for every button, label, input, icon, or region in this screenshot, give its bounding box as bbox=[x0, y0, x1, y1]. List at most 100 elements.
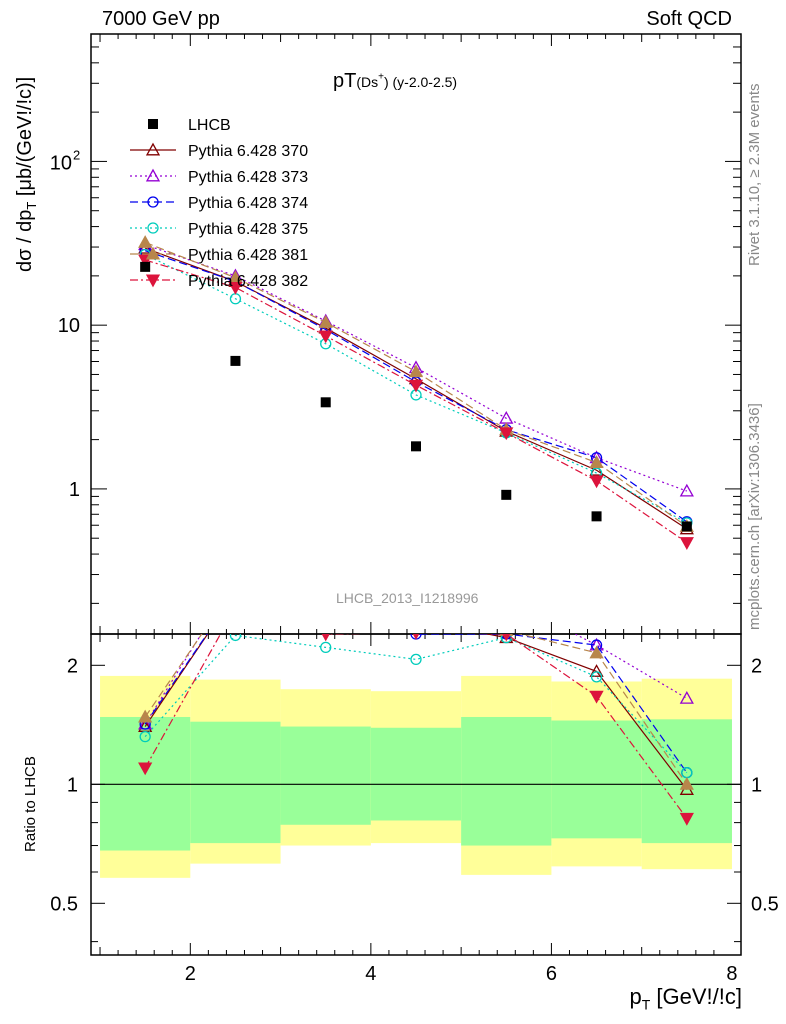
header-left: 7000 GeV pp bbox=[102, 8, 220, 30]
title-main: pT bbox=[333, 70, 357, 92]
series-point-4 bbox=[408, 364, 424, 378]
series-point-5 bbox=[499, 427, 514, 441]
data-point bbox=[591, 511, 602, 522]
x-axis-label: pT [GeV!/!c] bbox=[629, 984, 742, 1012]
ratio-point-1 bbox=[679, 690, 694, 704]
data-point bbox=[411, 441, 421, 452]
x-tick-label: 6 bbox=[546, 963, 557, 985]
ratio-line-3 bbox=[144, 634, 688, 774]
ratio-point-3 bbox=[229, 634, 242, 642]
legend-label: Pythia 6.428 375 bbox=[188, 221, 308, 238]
ratio-point-0 bbox=[410, 614, 422, 625]
ratio-y-tick-label: 0.5 bbox=[50, 893, 78, 915]
x-label-tail: [GeV!/!c] bbox=[650, 984, 742, 1009]
legend: LHCB Pythia 6.428 370 Pythia 6.428 373 Pyth… bbox=[130, 117, 308, 290]
ratio-point-5 bbox=[138, 762, 153, 776]
ratio-point-1 bbox=[500, 593, 512, 604]
y-tick-label: 10 bbox=[50, 152, 72, 174]
band-green bbox=[280, 726, 371, 825]
ratio-point-5 bbox=[502, 634, 511, 642]
series-line-5 bbox=[144, 259, 688, 544]
ratio-y-tick-label: 1 bbox=[67, 774, 78, 796]
series-point-1 bbox=[679, 483, 694, 497]
ratio-point-4 bbox=[410, 598, 422, 609]
band-green bbox=[461, 716, 552, 846]
x-label-text: p bbox=[629, 984, 642, 1009]
ratio-y-tick-label-right: 2 bbox=[751, 655, 762, 677]
data-point bbox=[501, 489, 512, 500]
ratio-point-0 bbox=[320, 598, 332, 609]
title-tail: ) (y-2.0-2.5) bbox=[383, 74, 458, 90]
header-right: Soft QCD bbox=[646, 8, 732, 30]
legend-label: Pythia 6.428 373 bbox=[188, 169, 308, 186]
ratio-point-5 bbox=[229, 603, 241, 614]
x-tick-label: 2 bbox=[185, 963, 196, 985]
ratio-y-tick-label: 2 bbox=[67, 655, 78, 677]
legend-label: LHCB bbox=[188, 117, 231, 134]
ratio-point-2 bbox=[321, 603, 331, 613]
title-sub: (Ds bbox=[356, 74, 379, 90]
series-point-5 bbox=[408, 379, 424, 393]
x-tick-label: 8 bbox=[726, 963, 737, 985]
ratio-point-4 bbox=[589, 645, 604, 659]
legend-marker bbox=[147, 222, 159, 234]
series-point-5 bbox=[228, 281, 243, 295]
ratio-point-5 bbox=[589, 690, 604, 704]
legend-label: Pythia 6.428 374 bbox=[188, 195, 308, 212]
legend-marker bbox=[145, 246, 161, 260]
x-label-sub: T bbox=[641, 996, 651, 1013]
ratio-point-0 bbox=[589, 664, 604, 677]
ratio-point-3 bbox=[590, 671, 603, 683]
band-green bbox=[370, 727, 462, 821]
legend-label: Pythia 6.428 382 bbox=[188, 273, 308, 290]
y-tick-label: 10 bbox=[58, 315, 80, 337]
ratio-y-tick-label-right: 0.5 bbox=[751, 893, 779, 915]
legend-marker bbox=[145, 142, 161, 156]
ratio-point-5 bbox=[679, 812, 694, 826]
legend-marker bbox=[145, 168, 161, 182]
band-green bbox=[551, 720, 642, 839]
data-point bbox=[320, 397, 331, 408]
ratio-point-3 bbox=[410, 653, 422, 666]
ratio-point-4 bbox=[679, 776, 694, 790]
ratio-point-4 bbox=[138, 709, 153, 723]
ratio-point-0 bbox=[229, 587, 241, 598]
x-tick-label: 4 bbox=[365, 963, 376, 985]
series-point-4 bbox=[318, 315, 333, 328]
plot-title: pT(Ds+) (y-2.0-2.5) bbox=[333, 70, 457, 93]
title-sup: + bbox=[378, 71, 384, 83]
ratio-point-4 bbox=[320, 587, 332, 598]
ratio-point-5 bbox=[321, 634, 330, 642]
analysis-watermark: LHCB_2013_I1218996 bbox=[336, 590, 479, 606]
legend-label: Pythia 6.428 381 bbox=[188, 247, 308, 264]
y-tick-label: 1 bbox=[69, 479, 80, 501]
ratio-point-1 bbox=[320, 581, 332, 592]
ratio-point-3 bbox=[320, 641, 332, 654]
ratio-panel: 2 4 6 8 0.5 0.5 1 1 2 2 bbox=[50, 573, 779, 985]
series-point-4 bbox=[589, 455, 604, 468]
series-line-3 bbox=[144, 253, 688, 524]
legend-label: Pythia 6.428 370 bbox=[188, 143, 308, 160]
series-point-5 bbox=[589, 475, 604, 489]
ratio-point-3 bbox=[139, 730, 151, 743]
ratio-point-2 bbox=[230, 588, 240, 598]
ratio-point-5 bbox=[412, 634, 420, 640]
series-point-4 bbox=[138, 235, 153, 248]
ratio-plot-area bbox=[138, 573, 694, 826]
ratio-y-tick-label-right: 1 bbox=[751, 774, 762, 796]
series-point-5 bbox=[318, 330, 333, 344]
main-plot-area bbox=[138, 235, 694, 550]
y-tick-label-exponent: 2 bbox=[73, 147, 80, 162]
data-point bbox=[140, 261, 151, 272]
data-point bbox=[230, 355, 241, 366]
ratio-point-1 bbox=[410, 590, 422, 601]
ratio-point-1 bbox=[229, 573, 241, 584]
legend-marker-data bbox=[148, 119, 158, 129]
legend-marker bbox=[147, 196, 159, 208]
legend-marker bbox=[145, 274, 161, 288]
series-point-5 bbox=[679, 537, 694, 550]
band-green bbox=[190, 721, 281, 844]
ratio-point-4 bbox=[229, 579, 241, 590]
data-point bbox=[681, 521, 692, 532]
